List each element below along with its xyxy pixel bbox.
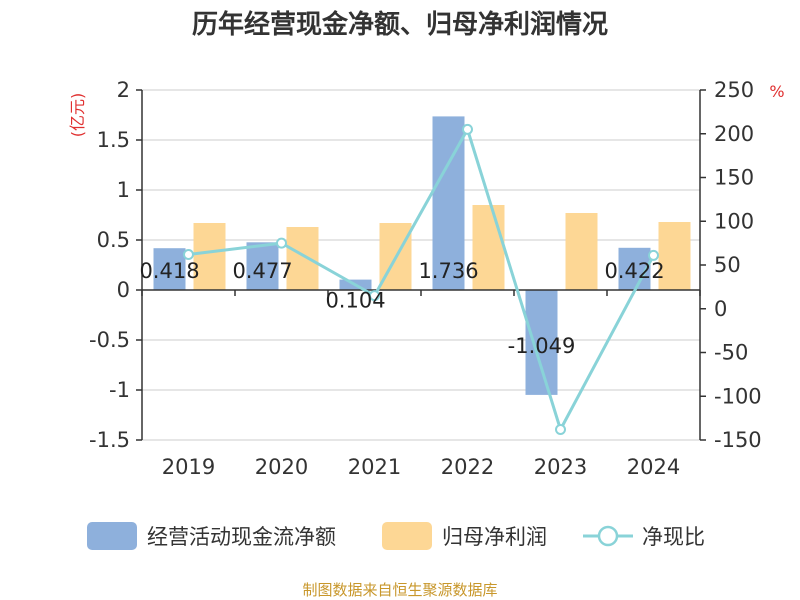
chart-title: 历年经营现金净额、归母净利润情况	[192, 9, 608, 40]
cash-flow-data-label: 1.736	[418, 259, 478, 283]
ratio-line	[188, 127, 655, 431]
right-tick-label: 200	[714, 122, 754, 146]
right-tick-label: 50	[714, 253, 741, 277]
net-profit-bar-2023	[565, 213, 598, 290]
left-tick-label: 1	[117, 178, 130, 202]
legend-label-cash-flow: 经营活动现金流净额	[147, 525, 336, 549]
cash-flow-data-label: 0.477	[232, 259, 292, 283]
right-tick-label: 0	[714, 297, 727, 321]
net-profit-bar-2022	[472, 205, 505, 290]
legend-swatch-ratio-marker	[597, 525, 619, 547]
right-tick-label: 100	[714, 209, 754, 233]
left-tick-label: 2	[117, 78, 130, 102]
x-category-label: 2019	[162, 455, 215, 479]
ratio-point-2019	[183, 249, 194, 260]
right-axis-unit: %	[769, 82, 784, 101]
cash-flow-bar-2023	[525, 290, 558, 395]
ratio-point-2022	[462, 123, 473, 135]
x-category-label: 2024	[627, 455, 680, 479]
net-profit-bar-2020	[286, 227, 319, 290]
legend-swatch-net-profit	[382, 522, 432, 550]
right-tick-label: -100	[714, 384, 762, 408]
cash-flow-data-label: 0.418	[139, 259, 199, 283]
cash-flow-bar-2020	[246, 242, 279, 290]
left-tick-label: -1	[109, 378, 130, 402]
left-tick-label: 0.5	[97, 228, 130, 252]
cash-flow-bar-2019	[153, 248, 186, 290]
net-profit-bar-2024	[658, 222, 691, 290]
x-category-label: 2021	[348, 455, 401, 479]
left-tick-label: 0	[117, 278, 130, 302]
x-category-label: 2023	[534, 455, 587, 479]
x-category-label: 2022	[441, 455, 494, 479]
net-profit-bar-2019	[193, 223, 226, 290]
x-category-label: 2020	[255, 455, 308, 479]
ratio-point-2023	[555, 424, 566, 435]
right-tick-label: -150	[714, 428, 762, 452]
left-tick-label: -1.5	[89, 428, 130, 452]
left-tick-label: 1.5	[97, 128, 130, 152]
source-note: 制图数据来自恒生聚源数据库	[302, 581, 497, 599]
ratio-point-2020	[276, 237, 287, 249]
legend-label-net-profit: 归母净利润	[442, 525, 547, 549]
left-tick-label: -0.5	[89, 328, 130, 352]
ratio-point-2024	[648, 249, 659, 261]
legend-swatch-cash-flow	[87, 522, 137, 550]
cash-flow-data-label: 0.104	[325, 289, 385, 313]
legend-label-ratio: 净现比	[642, 525, 705, 549]
right-tick-label: -50	[714, 341, 748, 365]
cash-flow-data-label: -1.049	[508, 334, 576, 358]
right-tick-label: 250	[714, 78, 754, 102]
cash-flow-data-label: 0.422	[604, 259, 664, 283]
left-axis-unit: (亿元)	[68, 93, 87, 138]
ratio-point-2021	[369, 290, 380, 302]
right-tick-label: 150	[714, 166, 754, 190]
